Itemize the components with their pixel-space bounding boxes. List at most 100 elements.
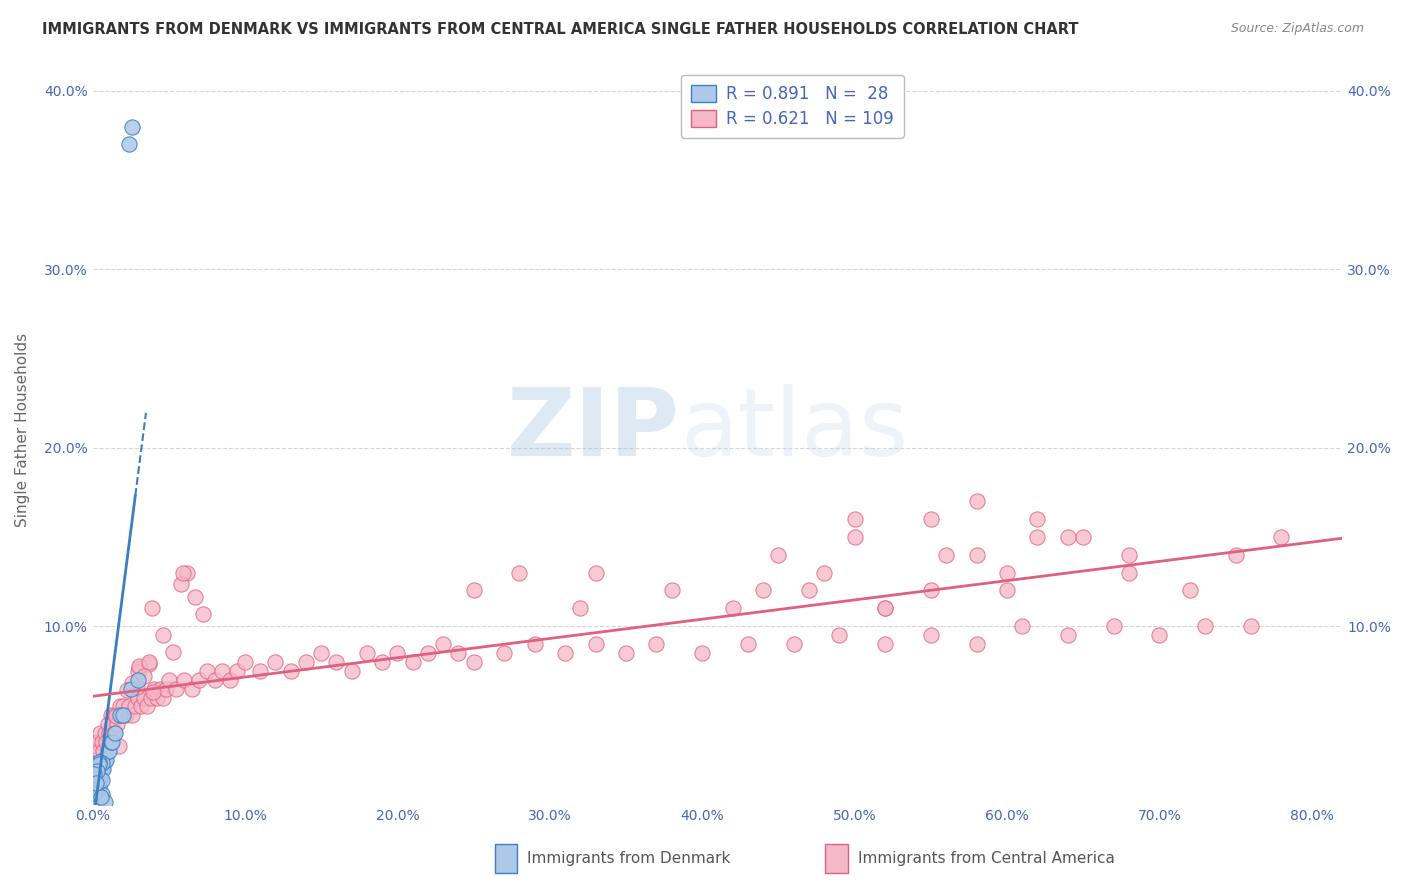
Point (83, 744, 105, 758)
Point (128, 659, 150, 673)
Point (127, 665, 149, 679)
Point (325, 655, 347, 669)
Point (1240, 619, 1263, 633)
Point (83, 780, 105, 794)
Point (218, 673, 240, 687)
Point (94, 753, 117, 767)
Point (100, 735, 122, 749)
Point (195, 664, 218, 678)
Point (162, 645, 184, 659)
Point (124, 699, 146, 714)
Point (645, 637, 668, 651)
Point (585, 566, 607, 580)
Point (340, 664, 363, 678)
Point (875, 637, 897, 651)
Point (91, 744, 114, 758)
Point (875, 601, 897, 615)
Point (193, 607, 215, 621)
Point (87, 744, 110, 758)
Point (108, 739, 131, 753)
Point (966, 494, 988, 508)
Point (1026, 512, 1049, 526)
Point (165, 681, 187, 696)
Point (142, 681, 165, 696)
Point (84, 753, 107, 767)
Point (96, 753, 118, 767)
Point (108, 708, 131, 723)
Point (145, 690, 167, 705)
Point (86, 762, 108, 776)
Point (131, 699, 153, 714)
Point (356, 646, 378, 660)
Point (782, 637, 804, 651)
Point (87, 771, 110, 785)
Point (844, 530, 866, 544)
Point (920, 583, 942, 598)
Point (90, 762, 112, 776)
Point (188, 673, 211, 687)
Point (249, 664, 271, 678)
Point (121, 708, 143, 723)
Point (280, 664, 302, 678)
Point (152, 628, 174, 642)
Point (128, 661, 150, 675)
Point (86, 776, 108, 790)
Point (82, 789, 104, 803)
Point (89, 762, 111, 776)
Point (86, 780, 108, 794)
Point (828, 628, 851, 642)
Point (91, 787, 114, 801)
Point (264, 655, 287, 669)
Point (920, 512, 942, 526)
Point (90, 735, 112, 749)
Point (768, 548, 790, 562)
Point (86, 780, 108, 794)
Point (139, 690, 162, 705)
Point (96, 735, 118, 749)
Text: IMMIGRANTS FROM DENMARK VS IMMIGRANTS FROM CENTRAL AMERICA SINGLE FATHER HOUSEHO: IMMIGRANTS FROM DENMARK VS IMMIGRANTS FR… (42, 22, 1078, 37)
Point (91, 762, 114, 776)
Point (309, 646, 332, 660)
Point (84, 771, 107, 785)
Point (120, 681, 142, 696)
Point (103, 726, 125, 740)
Point (112, 708, 135, 723)
Point (87, 776, 110, 790)
Point (100, 708, 122, 723)
Point (87, 755, 110, 769)
Point (98, 744, 121, 758)
Point (920, 628, 942, 642)
Point (173, 673, 195, 687)
Point (101, 717, 124, 731)
Point (121, 120, 143, 134)
Point (118, 137, 141, 152)
Text: ZIP: ZIP (508, 384, 681, 475)
Point (104, 708, 127, 723)
Point (121, 675, 143, 690)
Point (935, 548, 957, 562)
Point (157, 673, 180, 687)
Point (83, 786, 105, 800)
Point (90, 790, 112, 805)
Point (97, 717, 120, 731)
Point (1118, 566, 1140, 580)
Point (1194, 619, 1216, 633)
Point (1118, 548, 1140, 562)
Point (134, 690, 156, 705)
Point (966, 548, 988, 562)
Point (115, 708, 138, 723)
Point (127, 690, 149, 705)
Point (108, 699, 131, 714)
Point (91, 773, 114, 788)
Point (661, 583, 683, 598)
Point (89, 726, 111, 740)
Point (1057, 628, 1080, 642)
Point (554, 646, 576, 660)
Point (401, 655, 423, 669)
Point (463, 655, 485, 669)
Point (494, 646, 516, 660)
Point (155, 681, 177, 696)
Point (690, 646, 713, 660)
Point (371, 655, 394, 669)
Point (138, 655, 160, 669)
